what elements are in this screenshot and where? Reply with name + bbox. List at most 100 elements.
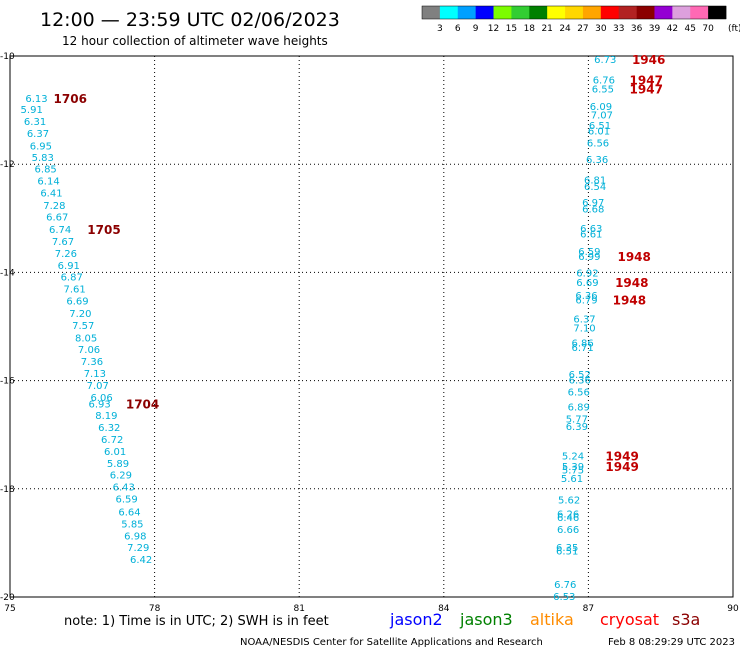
colorbar-label: 45 xyxy=(685,24,696,34)
colorbar-swatch xyxy=(547,6,566,19)
wave-height-value: 6.53 xyxy=(553,592,575,603)
wave-height-value: 6.64 xyxy=(118,508,140,519)
wave-height-value: 6.93 xyxy=(89,399,111,410)
wave-height-value: 5.61 xyxy=(561,474,583,485)
wave-height-value: 5.83 xyxy=(32,153,54,164)
colorbar-swatch xyxy=(565,6,584,19)
satellite-legend: jason2 jason3 altika cryosat s3a xyxy=(389,610,700,629)
wave-height-value: 6.87 xyxy=(61,273,83,284)
colorbar-swatch xyxy=(690,6,709,19)
wave-height-value: 8.05 xyxy=(75,333,97,344)
colorbar-label: 42 xyxy=(667,24,678,34)
colorbar-label: 70 xyxy=(702,24,714,34)
wave-height-value: 6.51 xyxy=(589,121,611,132)
wave-height-value: 6.55 xyxy=(592,84,614,95)
wave-height-value: 7.57 xyxy=(72,321,94,332)
y-tick-label: -20 xyxy=(0,593,15,603)
wave-height-value: 6.42 xyxy=(130,555,152,566)
colorbar-label: 15 xyxy=(506,24,517,34)
wave-height-value: 6.74 xyxy=(49,225,71,236)
y-tick-label: -18 xyxy=(0,485,15,495)
wave-height-value: 6.71 xyxy=(571,343,593,354)
x-tick-label: 84 xyxy=(438,604,450,614)
wave-height-value: 6.29 xyxy=(110,471,132,482)
x-tick-label: 90 xyxy=(727,604,739,614)
wave-height-value: 6.85 xyxy=(35,165,57,176)
wave-height-value: 6.01 xyxy=(588,127,610,138)
wave-height-value: 6.37 xyxy=(27,129,49,140)
wave-height-value: 6.36 xyxy=(575,291,597,302)
colorbar-swatch xyxy=(422,6,441,19)
colorbar-swatch xyxy=(457,6,476,19)
wave-height-value: 5.85 xyxy=(121,519,143,530)
wave-height-value: 6.31 xyxy=(24,117,46,128)
wave-height-value: 5.77 xyxy=(566,414,588,425)
wave-height-value: 6.26 xyxy=(557,510,579,521)
satellite-legend-s3a: s3a xyxy=(672,610,700,629)
wave-height-value: 8.19 xyxy=(95,411,117,422)
wave-height-value: 6.59 xyxy=(578,247,600,258)
colorbar-swatch xyxy=(529,6,548,19)
wave-height-value: 6.06 xyxy=(90,393,112,404)
colorbar-swatch xyxy=(439,6,459,19)
wave-height-value: 6.76 xyxy=(593,75,615,86)
colorbar-swatch xyxy=(654,6,673,19)
wave-height-value: 6.52 xyxy=(569,370,591,381)
colorbar-label: 21 xyxy=(541,24,552,34)
wave-height-value: 6.69 xyxy=(66,297,88,308)
wave-height-value: 5.89 xyxy=(107,459,129,470)
wave-height-value: 6.36 xyxy=(586,155,608,166)
x-tick-label: 78 xyxy=(149,604,161,614)
x-tick-label: 87 xyxy=(583,604,594,614)
satellite-legend-cryosat: cryosat xyxy=(600,610,659,629)
wave-height-value: 6.01 xyxy=(104,447,126,458)
colorbar-swatch xyxy=(708,6,727,19)
colorbar-label: 36 xyxy=(631,24,643,34)
colorbar-swatch xyxy=(475,6,494,19)
satellite-legend-altika: altika xyxy=(530,610,574,629)
colorbar-label: 9 xyxy=(473,24,479,34)
chart-subtitle: 12 hour collection of altimeter wave hei… xyxy=(62,34,328,48)
pass-time-label: 1947 xyxy=(630,73,663,87)
colorbar-swatch xyxy=(672,6,691,19)
wave-height-value: 7.29 xyxy=(127,543,149,554)
pass-time-label: 1946 xyxy=(632,53,665,67)
colorbar-swatch xyxy=(493,6,512,19)
wave-height-values: 6.135.916.316.376.955.836.856.146.417.28… xyxy=(21,55,617,603)
wave-height-value: 5.39 xyxy=(562,462,584,473)
colorbar-label: 6 xyxy=(455,24,461,34)
wave-height-value: 6.99 xyxy=(578,252,600,263)
wave-height-value: 6.98 xyxy=(124,531,146,542)
wave-height-value: 6.68 xyxy=(582,205,604,216)
wave-height-value: 7.07 xyxy=(87,381,109,392)
wave-height-value: 6.13 xyxy=(25,94,47,105)
wave-height-value: 6.61 xyxy=(580,229,602,240)
pass-time-label: 1704 xyxy=(126,397,159,411)
wave-height-value: 7.61 xyxy=(63,285,85,296)
colorbar-swatch xyxy=(511,6,530,19)
pass-time-label: 1948 xyxy=(615,276,648,290)
pass-time-label: 1949 xyxy=(605,460,638,474)
wave-height-value: 6.81 xyxy=(584,175,606,186)
plot-grid xyxy=(9,55,734,598)
generated-timestamp: Feb 8 08:29:29 UTC 2023 xyxy=(608,637,735,648)
wave-height-value: 5.62 xyxy=(558,496,580,507)
satellite-legend-jason2: jason2 xyxy=(389,610,443,629)
wave-height-value: 6.66 xyxy=(557,525,579,536)
wave-height-value: 7.07 xyxy=(591,110,613,121)
wave-height-value: 6.54 xyxy=(584,182,606,193)
wave-height-value: 7.28 xyxy=(43,201,65,212)
pass-time-label: 1948 xyxy=(617,250,650,264)
wave-height-value: 6.36 xyxy=(569,376,591,387)
wave-height-value: 7.36 xyxy=(81,357,103,368)
wave-height-value: 6.14 xyxy=(37,176,59,187)
wave-height-value: 6.92 xyxy=(576,268,598,279)
y-tick-label: -12 xyxy=(0,160,15,170)
x-tick-label: 75 xyxy=(4,604,15,614)
pass-time-label: 1947 xyxy=(630,82,663,96)
colorbar-label: 18 xyxy=(524,24,536,34)
satellite-legend-jason3: jason3 xyxy=(459,610,513,629)
wave-height-value: 6.86 xyxy=(571,339,593,350)
colorbar-label: 27 xyxy=(577,24,588,34)
y-tick-label: -16 xyxy=(0,377,15,387)
